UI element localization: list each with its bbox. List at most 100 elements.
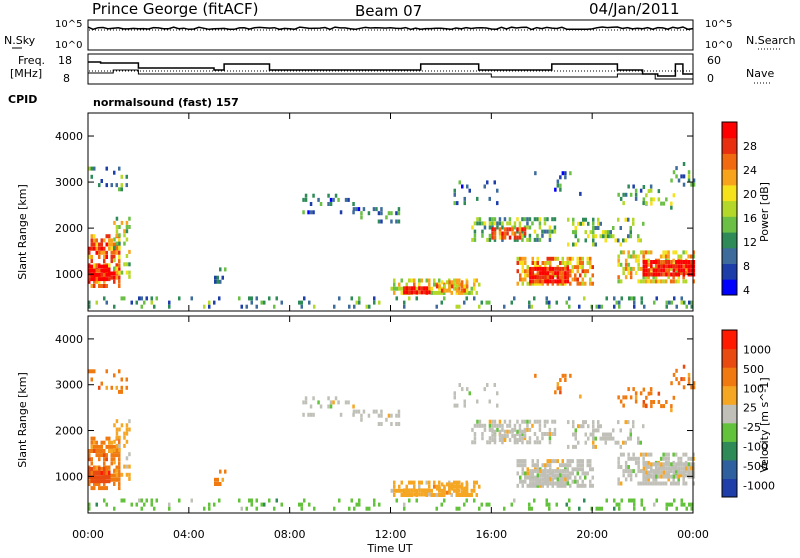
velocity-cell: [523, 433, 527, 438]
velocity-cell: [461, 387, 464, 392]
velocity-cell: [413, 484, 416, 489]
power-cell: [377, 211, 381, 216]
velocity-cell: [546, 432, 549, 436]
velocity-cell: [420, 488, 424, 493]
velocity-cell: [551, 459, 554, 464]
power-cell: [118, 241, 121, 246]
velocity-cell: [128, 452, 131, 457]
velocity-cell: [629, 469, 633, 474]
power-cell: [689, 254, 693, 259]
velocity-cell: [488, 419, 492, 424]
power-cell: [571, 256, 574, 261]
velocity-cell: [218, 498, 221, 503]
power-cell: [463, 201, 466, 206]
power-cell: [662, 272, 666, 277]
colorbar-tick-label: 4: [743, 284, 750, 297]
velocity-cell: [612, 428, 615, 433]
velocity-cell: [213, 502, 216, 507]
power-cell: [473, 229, 477, 234]
power-cell: [677, 260, 681, 264]
velocity-cell: [633, 498, 636, 503]
power-cell: [93, 242, 96, 247]
power-cell: [423, 286, 426, 291]
power-cell: [554, 266, 557, 271]
power-cell: [393, 278, 396, 283]
velocity-cell: [564, 463, 567, 468]
power-cell: [118, 233, 121, 238]
power-cell: [677, 279, 680, 284]
power-cell: [645, 272, 648, 277]
velocity-cell: [649, 387, 653, 392]
power-cell: [438, 290, 441, 295]
velocity-cell: [221, 477, 224, 482]
velocity-cell: [506, 429, 509, 434]
power-cell: [548, 225, 552, 230]
power-cell: [627, 271, 630, 276]
velocity-cell: [690, 506, 693, 511]
power-cell: [598, 304, 601, 309]
velocity-cell: [630, 498, 633, 503]
power-cell: [639, 279, 643, 284]
power-cell: [652, 275, 655, 280]
velocity-cell: [584, 483, 587, 488]
power-cell: [118, 267, 121, 272]
velocity-cell: [602, 432, 605, 437]
velocity-cell: [498, 438, 502, 442]
velocity-cell: [393, 493, 396, 497]
velocity-cell: [574, 428, 577, 433]
power-cell: [581, 261, 584, 265]
velocity-cell: [645, 474, 648, 479]
power-cell: [589, 281, 592, 286]
power-cell: [690, 304, 693, 309]
velocity-cell: [564, 483, 567, 488]
velocity-cell: [93, 482, 96, 486]
power-cell: [541, 279, 545, 284]
velocity-cell: [460, 486, 464, 491]
velocity-cell: [632, 424, 635, 429]
velocity-cell: [538, 440, 542, 445]
velocity-cell: [579, 467, 582, 472]
power-cell: [88, 255, 91, 259]
power-cell: [548, 237, 552, 242]
power-cell: [423, 290, 426, 295]
power-cell: [100, 264, 103, 269]
power-cell: [135, 300, 138, 305]
velocity-cell: [123, 443, 126, 448]
power-cell: [453, 188, 456, 193]
velocity-cell: [670, 474, 673, 479]
power-cell: [100, 242, 103, 247]
power-cell: [618, 300, 621, 305]
velocity-cell: [524, 463, 527, 468]
power-cell: [508, 227, 512, 232]
power-cell: [541, 271, 545, 276]
velocity-cell: [103, 453, 106, 458]
power-cell: [548, 300, 551, 305]
velocity-cell: [513, 433, 517, 438]
power-cell: [544, 275, 547, 280]
velocity-cell: [476, 399, 479, 404]
power-cell: [576, 281, 579, 286]
velocity-cell: [358, 502, 361, 507]
power-cell: [581, 265, 584, 270]
velocity-cell: [115, 472, 119, 477]
velocity-cell: [664, 456, 668, 461]
velocity-cell: [488, 440, 492, 445]
power-cell: [521, 229, 524, 234]
velocity-cell: [280, 502, 283, 507]
power-cell: [627, 184, 630, 189]
velocity-cell: [592, 444, 595, 449]
power-cell: [617, 279, 620, 284]
power-cell: [90, 268, 93, 273]
velocity-cell: [664, 452, 668, 457]
velocity-cell: [125, 423, 129, 428]
power-cell: [468, 188, 471, 193]
power-cell: [551, 217, 554, 222]
power-cell: [546, 261, 549, 265]
power-cell: [98, 284, 101, 288]
velocity-cell: [536, 481, 540, 486]
power-cell: [130, 300, 133, 305]
power-cell: [543, 217, 547, 222]
velocity-cell: [103, 440, 106, 445]
colorbar-segment: [722, 478, 737, 498]
